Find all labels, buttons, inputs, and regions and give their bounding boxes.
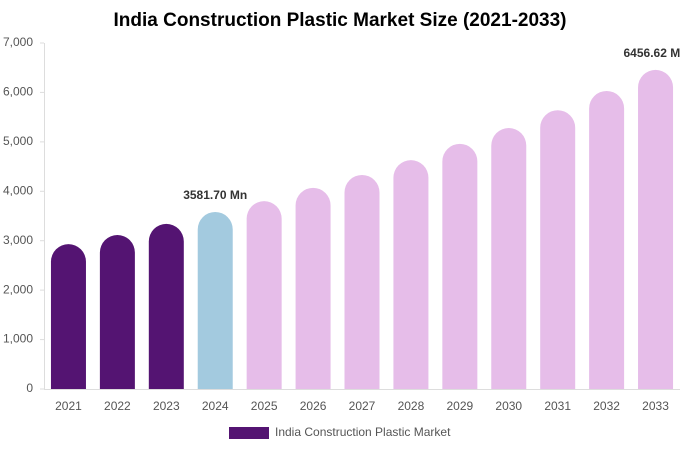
y-tick-label: 5,000 (3, 134, 33, 148)
bar (344, 174, 380, 389)
x-tick-label: 2030 (495, 399, 522, 413)
y-tick-label: 2,000 (3, 282, 33, 296)
x-tick-label: 2022 (104, 399, 131, 413)
x-tick-label: 2021 (55, 399, 82, 413)
x-tick-label: 2027 (349, 399, 376, 413)
y-tick-label: 7,000 (3, 35, 33, 49)
y-tick-label: 4,000 (3, 183, 33, 197)
x-tick-label: 2029 (446, 399, 473, 413)
legend-label: India Construction Plastic Market (275, 425, 451, 439)
x-tick-label: 2032 (593, 399, 620, 413)
legend-swatch (229, 427, 269, 439)
bar (197, 211, 233, 389)
y-tick-label: 1,000 (3, 332, 33, 346)
x-tick-label: 2028 (398, 399, 425, 413)
x-tick-label: 2026 (300, 399, 327, 413)
y-tick-label: 3,000 (3, 233, 33, 247)
x-tick-label: 2033 (642, 399, 669, 413)
bar (50, 244, 86, 389)
bar (540, 110, 576, 390)
bar (442, 143, 478, 389)
x-tick-label: 2023 (153, 399, 180, 413)
bar (491, 128, 527, 389)
value-label: 6456.62 Mn (624, 46, 680, 60)
bar (638, 69, 674, 390)
chart-title: India Construction Plastic Market Size (… (114, 10, 567, 31)
bar (148, 223, 184, 389)
x-tick-label: 2024 (202, 399, 229, 413)
value-label: 3581.70 Mn (183, 188, 247, 202)
bar (589, 90, 625, 390)
bar (99, 235, 135, 389)
bar (393, 160, 429, 389)
bar (295, 187, 331, 389)
x-tick-label: 2025 (251, 399, 278, 413)
y-tick-label: 0 (26, 381, 33, 395)
bar (246, 201, 282, 389)
x-tick-label: 2031 (544, 399, 571, 413)
y-tick-label: 6,000 (3, 85, 33, 99)
